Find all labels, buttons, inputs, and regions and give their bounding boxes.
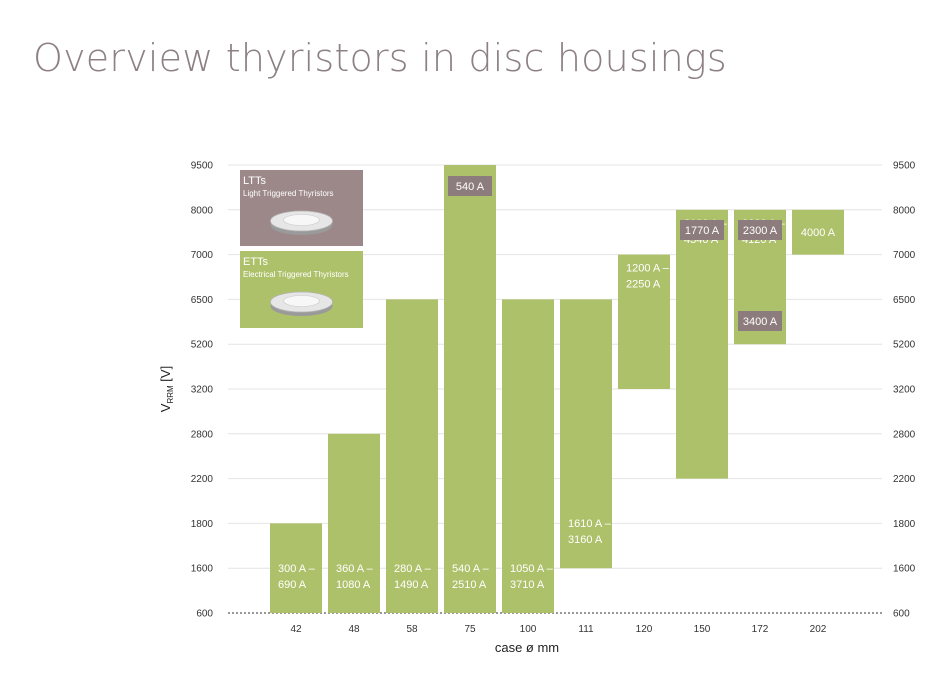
thyristor-disc-icon-center (283, 214, 320, 226)
bar-150 (676, 209, 728, 479)
ltt-badge (448, 176, 492, 196)
ltt-badge (738, 220, 782, 240)
legend-subtitle: Light Triggered Thyristors (243, 189, 334, 198)
y-tick-right: 600 (893, 609, 910, 620)
bar-202 (792, 209, 844, 255)
ltt-badge-label: 2300 A (743, 225, 778, 237)
bar-current-label: 280 A – (394, 563, 432, 575)
x-tick-label: 111 (578, 624, 594, 635)
ltt-badge-label: 540 A (456, 181, 485, 193)
y-tick-left: 6500 (191, 295, 214, 306)
ltt-badge-label: 3400 A (743, 316, 778, 328)
bar-current-label: 300 A – (278, 563, 316, 575)
y-tick-right: 9500 (893, 161, 916, 172)
bar-48 (328, 433, 380, 613)
y-tick-right: 5200 (893, 340, 916, 351)
legend-title: ETTs (243, 256, 269, 268)
y-tick-right: 7000 (893, 250, 916, 261)
y-tick-left: 7000 (191, 250, 214, 261)
x-tick-label: 75 (464, 624, 476, 635)
thyristor-disc-icon-center (283, 295, 320, 307)
page-title: Overview thyristors in disc housings (33, 36, 727, 80)
x-tick-label: 48 (348, 624, 360, 635)
y-tick-right: 6500 (893, 295, 916, 306)
y-tick-right: 8000 (893, 205, 916, 216)
bar-111 (560, 299, 612, 569)
bar-42 (270, 523, 322, 613)
y-tick-right: 1800 (893, 519, 916, 530)
y-tick-left: 8000 (191, 205, 214, 216)
x-tick-label: 172 (752, 624, 769, 635)
bar-current-label: 1050 A – (510, 563, 554, 575)
x-tick-label: 202 (810, 624, 827, 635)
ltt-badge (680, 220, 724, 240)
y-tick-left: 1800 (191, 519, 214, 530)
y-tick-right: 3200 (893, 385, 916, 396)
x-tick-label: 100 (520, 624, 537, 635)
bar-current-label: 4000 A (801, 227, 836, 239)
y-tick-left: 2200 (191, 474, 214, 485)
legend-title: LTTs (243, 175, 267, 187)
bar-current-label: 1080 A (336, 579, 371, 591)
bar-current-label: 540 A – (452, 563, 490, 575)
x-tick-label: 58 (406, 624, 418, 635)
bar-120 (618, 254, 670, 389)
bar-current-label: 1200 A – (626, 263, 670, 275)
bar-58 (386, 299, 438, 613)
bar-current-label: 690 A (278, 579, 307, 591)
bar-current-label: 360 A – (336, 563, 374, 575)
y-axis-label-unit: [V] (158, 366, 173, 386)
bar-current-label: 2510 A (452, 579, 487, 591)
legend-subtitle: Electrical Triggered Thyristors (243, 270, 349, 279)
y-tick-left: 2800 (191, 429, 214, 440)
ltt-badge-label: 1770 A (685, 225, 720, 237)
y-axis-label-main: V (158, 403, 173, 412)
y-axis-label-sub: RRM (166, 385, 175, 404)
y-tick-left: 9500 (191, 161, 214, 172)
x-tick-label: 150 (694, 624, 711, 635)
y-tick-left: 1600 (191, 564, 214, 575)
y-tick-right: 2200 (893, 474, 916, 485)
y-tick-right: 2800 (893, 429, 916, 440)
bar-current-label: 3710 A (510, 579, 545, 591)
y-axis-label: VRRM [V] (158, 366, 175, 412)
y-tick-left: 600 (196, 609, 213, 620)
bar-75 (444, 165, 496, 613)
y-tick-right: 1600 (893, 564, 916, 575)
bar-100 (502, 299, 554, 613)
bar-current-label: 3160 A (568, 534, 603, 546)
bar-current-label: 2250 A (626, 279, 661, 291)
ltt-badge (738, 311, 782, 331)
bar-current-label: 1490 A (394, 579, 429, 591)
bar-current-label: 1610 A – (568, 518, 612, 530)
x-tick-label: 42 (290, 624, 302, 635)
y-tick-left: 3200 (191, 385, 214, 396)
x-axis-label: case ø mm (495, 640, 559, 655)
x-tick-label: 120 (636, 624, 653, 635)
y-tick-left: 5200 (191, 340, 214, 351)
